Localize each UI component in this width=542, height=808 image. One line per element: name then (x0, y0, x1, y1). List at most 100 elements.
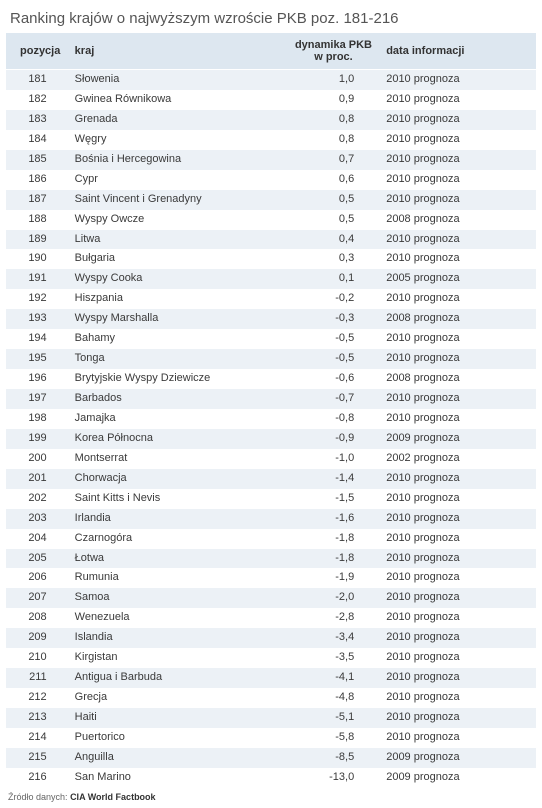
cell-country: Litwa (69, 230, 287, 250)
cell-country: Brytyjskie Wyspy Dziewicze (69, 369, 287, 389)
table-row: 193Wyspy Marshalla-0,32008 prognoza (6, 309, 536, 329)
cell-country: Wyspy Marshalla (69, 309, 287, 329)
table-row: 182Gwinea Równikowa0,92010 prognoza (6, 90, 536, 110)
cell-country: Saint Kitts i Nevis (69, 489, 287, 509)
cell-position: 199 (6, 429, 69, 449)
table-row: 203Irlandia-1,62010 prognoza (6, 509, 536, 529)
cell-value: -0,5 (287, 329, 380, 349)
cell-position: 209 (6, 628, 69, 648)
col-header-value: dynamika PKB w proc. (287, 33, 380, 70)
cell-info: 2010 prognoza (380, 668, 536, 688)
cell-value: -3,4 (287, 628, 380, 648)
cell-value: -8,5 (287, 748, 380, 768)
cell-info: 2008 prognoza (380, 369, 536, 389)
cell-position: 194 (6, 329, 69, 349)
cell-position: 207 (6, 588, 69, 608)
cell-info: 2010 prognoza (380, 529, 536, 549)
cell-value: -0,3 (287, 309, 380, 329)
table-row: 199Korea Północna-0,92009 prognoza (6, 429, 536, 449)
cell-country: Anguilla (69, 748, 287, 768)
cell-info: 2010 prognoza (380, 289, 536, 309)
cell-position: 183 (6, 110, 69, 130)
table-row: 216San Marino-13,02009 prognoza (6, 768, 536, 788)
cell-value: -4,1 (287, 668, 380, 688)
table-row: 183Grenada0,82010 prognoza (6, 110, 536, 130)
cell-country: Antigua i Barbuda (69, 668, 287, 688)
table-row: 212Grecja-4,82010 prognoza (6, 688, 536, 708)
cell-position: 205 (6, 549, 69, 569)
cell-info: 2010 prognoza (380, 588, 536, 608)
cell-country: San Marino (69, 768, 287, 788)
cell-position: 195 (6, 349, 69, 369)
cell-value: 0,8 (287, 130, 380, 150)
cell-value: -1,4 (287, 469, 380, 489)
cell-value: -0,9 (287, 429, 380, 449)
cell-country: Chorwacja (69, 469, 287, 489)
cell-info: 2010 prognoza (380, 549, 536, 569)
cell-value: -0,2 (287, 289, 380, 309)
cell-info: 2010 prognoza (380, 110, 536, 130)
table-row: 196Brytyjskie Wyspy Dziewicze-0,62008 pr… (6, 369, 536, 389)
cell-country: Łotwa (69, 549, 287, 569)
cell-position: 186 (6, 170, 69, 190)
cell-value: -13,0 (287, 768, 380, 788)
cell-country: Puertorico (69, 728, 287, 748)
cell-country: Tonga (69, 349, 287, 369)
cell-value: -0,6 (287, 369, 380, 389)
cell-country: Haiti (69, 708, 287, 728)
cell-position: 197 (6, 389, 69, 409)
cell-value: -5,1 (287, 708, 380, 728)
table-row: 184Węgry0,82010 prognoza (6, 130, 536, 150)
cell-position: 184 (6, 130, 69, 150)
cell-position: 204 (6, 529, 69, 549)
table-body: 181Słowenia1,02010 prognoza182Gwinea Rów… (6, 70, 536, 788)
cell-value: 0,8 (287, 110, 380, 130)
cell-info: 2010 prognoza (380, 349, 536, 369)
cell-position: 200 (6, 449, 69, 469)
col-header-info: data informacji (380, 33, 536, 70)
table-header-row: pozycja kraj dynamika PKB w proc. data i… (6, 33, 536, 70)
cell-info: 2010 prognoza (380, 608, 536, 628)
table-row: 206Rumunia-1,92010 prognoza (6, 568, 536, 588)
cell-country: Bośnia i Hercegowina (69, 150, 287, 170)
cell-value: -2,8 (287, 608, 380, 628)
source-value: CIA World Factbook (70, 792, 156, 802)
cell-info: 2010 prognoza (380, 70, 536, 90)
cell-position: 202 (6, 489, 69, 509)
table-row: 197Barbados-0,72010 prognoza (6, 389, 536, 409)
cell-value: -1,5 (287, 489, 380, 509)
cell-value: -2,0 (287, 588, 380, 608)
cell-value: -1,0 (287, 449, 380, 469)
cell-info: 2010 prognoza (380, 90, 536, 110)
cell-country: Grenada (69, 110, 287, 130)
cell-info: 2010 prognoza (380, 230, 536, 250)
cell-info: 2009 prognoza (380, 768, 536, 788)
cell-info: 2010 prognoza (380, 708, 536, 728)
cell-position: 185 (6, 150, 69, 170)
cell-country: Czarnogóra (69, 529, 287, 549)
ranking-table: pozycja kraj dynamika PKB w proc. data i… (6, 33, 536, 788)
cell-value: -1,8 (287, 549, 380, 569)
cell-value: 0,7 (287, 150, 380, 170)
col-header-country: kraj (69, 33, 287, 70)
table-row: 190Bułgaria0,32010 prognoza (6, 249, 536, 269)
table-row: 189Litwa0,42010 prognoza (6, 230, 536, 250)
table-row: 211Antigua i Barbuda-4,12010 prognoza (6, 668, 536, 688)
cell-info: 2010 prognoza (380, 628, 536, 648)
cell-country: Wyspy Cooka (69, 269, 287, 289)
table-row: 200Montserrat-1,02002 prognoza (6, 449, 536, 469)
cell-position: 213 (6, 708, 69, 728)
cell-country: Hiszpania (69, 289, 287, 309)
cell-info: 2010 prognoza (380, 190, 536, 210)
cell-position: 182 (6, 90, 69, 110)
cell-country: Cypr (69, 170, 287, 190)
cell-position: 193 (6, 309, 69, 329)
table-row: 191Wyspy Cooka0,12005 prognoza (6, 269, 536, 289)
cell-info: 2010 prognoza (380, 249, 536, 269)
cell-info: 2010 prognoza (380, 568, 536, 588)
table-row: 187Saint Vincent i Grenadyny0,52010 prog… (6, 190, 536, 210)
cell-position: 187 (6, 190, 69, 210)
cell-country: Samoa (69, 588, 287, 608)
cell-info: 2010 prognoza (380, 728, 536, 748)
table-row: 214Puertorico-5,82010 prognoza (6, 728, 536, 748)
